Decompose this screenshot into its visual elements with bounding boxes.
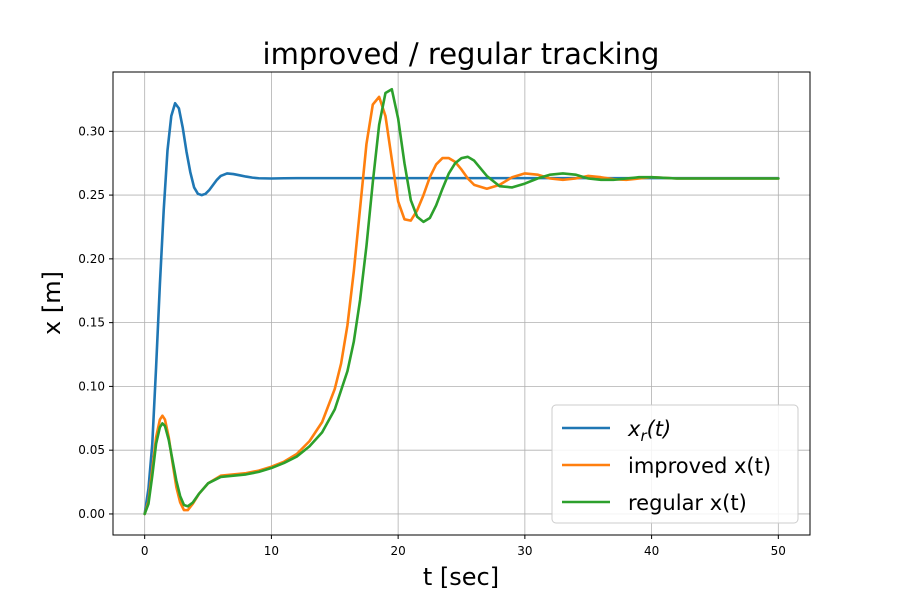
x-tick-label: 30 <box>517 544 532 558</box>
chart-title: improved / regular tracking <box>263 37 660 71</box>
x-tick-label: 20 <box>390 544 405 558</box>
legend-box <box>551 404 799 524</box>
plot-frame <box>112 71 811 536</box>
legend-label: improved x(t) <box>628 454 771 478</box>
x-tick-label: 10 <box>264 544 279 558</box>
legend: xr(t) improved x(t) regular x(t) <box>551 404 799 524</box>
x-axis-label: t [sec] <box>423 563 499 591</box>
y-tick-label: 0.05 <box>78 443 105 457</box>
axis-ticks: 0 10 20 30 40 50 0.00 0.05 0.10 0.15 0.20 0.25 0.30 <box>78 124 786 558</box>
series-line-1 <box>143 101 780 516</box>
y-tick-label: 0.10 <box>78 379 105 393</box>
series-line-3 <box>143 87 780 516</box>
y-tick-label: 0.25 <box>78 188 105 202</box>
legend-label: regular x(t) <box>628 491 747 515</box>
y-tick-label: 0.00 <box>78 507 105 521</box>
x-tick-label: 40 <box>644 544 659 558</box>
grid <box>113 72 810 535</box>
series-line-2 <box>143 95 780 516</box>
series-lines <box>143 87 780 516</box>
x-tick-label: 0 <box>141 544 149 558</box>
y-tick-label: 0.30 <box>78 124 105 138</box>
x-tick-label: 50 <box>771 544 786 558</box>
legend-label: xr(t) <box>627 417 671 445</box>
y-tick-label: 0.15 <box>78 316 105 330</box>
y-tick-label: 0.20 <box>78 252 105 266</box>
y-axis-label: x [m] <box>38 271 66 335</box>
